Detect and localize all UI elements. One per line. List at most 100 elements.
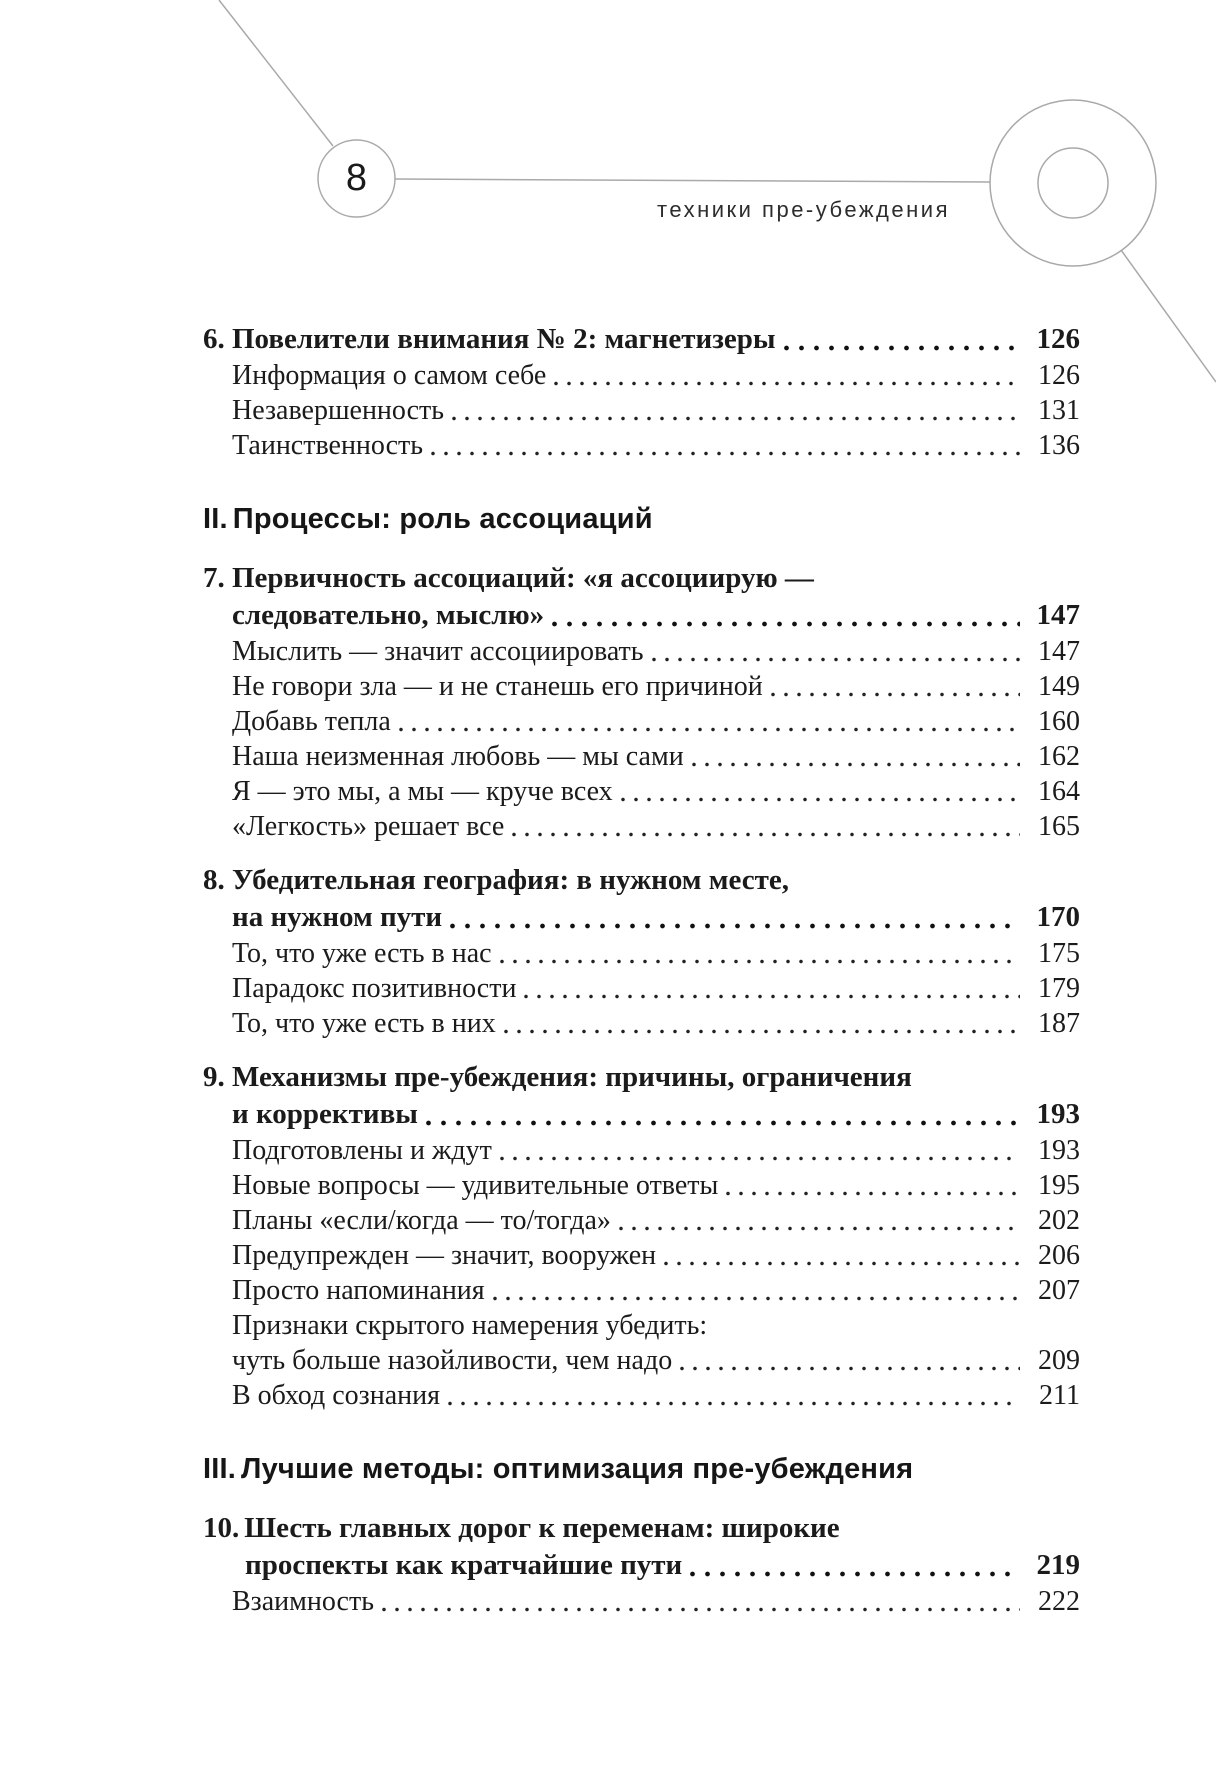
toc-entry: Таинственность 136 [203, 428, 1080, 463]
toc-page-ref: 149 [1038, 671, 1080, 702]
toc-entry-title: Мыслить — значит ассоциировать [232, 636, 644, 667]
toc-entry-title: То, что уже есть в них [232, 1008, 496, 1039]
toc-entry: 7. Первичность ассоциаций: «я ассоциирую … [203, 560, 1080, 597]
toc-page-ref: 164 [1038, 776, 1080, 807]
header-rule-line [394, 178, 991, 183]
toc-entry: Планы «если/когда — то/тогда» 202 [203, 1203, 1080, 1238]
toc-entry: «Легкость» решает все 165 [203, 809, 1080, 844]
toc: 6. Повелители внимания № 2: магнетизеры 12… [203, 303, 1080, 1619]
dot-leader [425, 1120, 1020, 1126]
toc-entry-title: Лучшие методы: оптимизация пре-убеждения [241, 1453, 914, 1485]
toc-entry-title: «Легкость» решает все [232, 811, 505, 842]
dot-leader [690, 1571, 1020, 1577]
toc-entry-title: Я — это мы, а мы — круче всех [232, 776, 613, 807]
toc-entry-number: 6. [203, 323, 225, 355]
toc-entry: Информация о самом себе 126 [203, 358, 1080, 393]
toc-page-ref: 195 [1038, 1170, 1080, 1201]
dot-leader [492, 1296, 1020, 1301]
ornament-outer-circle [989, 99, 1157, 267]
toc-page-ref: 219 [1036, 1549, 1081, 1581]
toc-entry: Я — это мы, а мы — круче всех 164 [203, 774, 1080, 809]
dot-leader [447, 1401, 1020, 1406]
toc-page-ref: 179 [1038, 973, 1080, 1004]
toc-entry: 9. Механизмы пре-убеждения: причины, огра… [203, 1059, 1080, 1096]
ornament-inner-circle [1037, 147, 1109, 219]
dot-leader [664, 1261, 1020, 1266]
toc-entry: 8. Убедительная география: в нужном месте… [203, 862, 1080, 899]
toc-entry: и коррективы 193 [203, 1096, 1080, 1133]
dot-leader [554, 381, 1020, 386]
toc-entry: проспекты как кратчайшие пути 219 [203, 1547, 1080, 1584]
toc-page-ref: 170 [1036, 901, 1081, 933]
toc-entry: Предупрежден — значит, вооружен 206 [203, 1238, 1080, 1273]
toc-page-ref: 131 [1038, 395, 1080, 426]
toc-entry-title: В обход сознания [232, 1380, 440, 1411]
toc-entry-title: Механизмы пре-убеждения: причины, ограни… [232, 1061, 912, 1093]
page-number-badge: 8 [318, 140, 395, 217]
toc-page-ref: 187 [1038, 1008, 1080, 1039]
toc-entry-number: II. [203, 503, 228, 535]
toc-entry: Признаки скрытого намерения убедить: [203, 1308, 1080, 1343]
page-number-circle [317, 139, 396, 218]
toc-entry-title: Признаки скрытого намерения убедить: [232, 1310, 708, 1341]
running-header: техники пре-убеждения [657, 197, 950, 222]
toc-entry-title: проспекты как кратчайшие пути [245, 1549, 683, 1581]
toc-entry-title: Таинственность [232, 430, 424, 461]
dot-leader [450, 923, 1020, 929]
toc-entry: 6. Повелители внимания № 2: магнетизеры 12… [203, 321, 1080, 358]
toc-entry: То, что уже есть в нас 175 [203, 936, 1080, 971]
toc-entry-title: Не говори зла — и не станешь его причино… [232, 671, 763, 702]
dot-leader [398, 727, 1020, 732]
page-number: 8 [345, 157, 368, 199]
toc-page-ref: 147 [1038, 636, 1080, 667]
toc-entry-title: Информация о самом себе [232, 360, 547, 391]
toc-entry-title: Незавершенность [232, 395, 445, 426]
toc-entry: Добавь тепла 160 [203, 704, 1080, 739]
dot-leader [524, 994, 1020, 999]
toc-entry-title: То, что уже есть в нас [232, 938, 492, 969]
toc-entry-title: Предупрежден — значит, вооружен [232, 1240, 657, 1271]
toc-entry-title: Шесть главных дорог к переменам: широкие [244, 1512, 840, 1544]
toc-entry-number: 8. [203, 864, 225, 896]
toc-page-ref: 126 [1038, 360, 1080, 391]
toc-entry: Взаимность 222 [203, 1584, 1080, 1619]
toc-page-ref: 136 [1038, 430, 1080, 461]
toc-entry-title: Подготовлены и ждут [232, 1135, 492, 1166]
dot-leader [431, 451, 1020, 456]
toc-section-heading: II. Процессы: роль ассоциаций [203, 496, 1080, 542]
dot-leader [452, 416, 1020, 421]
toc-entry: Подготовлены и ждут 193 [203, 1133, 1080, 1168]
toc-page-ref: 207 [1038, 1275, 1080, 1306]
dot-leader [691, 762, 1020, 767]
toc-page-ref: 209 [1038, 1345, 1080, 1376]
toc-page-ref: 165 [1038, 811, 1080, 842]
dot-leader [620, 797, 1020, 802]
toc-page-ref: 175 [1038, 938, 1080, 969]
toc-entry-title: Первичность ассоциаций: «я ассоциирую — [232, 562, 814, 594]
toc-entry: чуть больше назойливости, чем надо 209 [203, 1343, 1080, 1378]
toc-entry: В обход сознания 211 [203, 1378, 1080, 1413]
toc-entry-title: Парадокс позитивности [232, 973, 517, 1004]
toc-entry-title: Новые вопросы — удивительные ответы [232, 1170, 719, 1201]
dot-leader [770, 692, 1020, 697]
toc-entry-title: Просто напоминания [232, 1275, 485, 1306]
toc-entry-number: 7. [203, 562, 225, 594]
toc-entry: Наша неизменная любовь — мы сами 162 [203, 739, 1080, 774]
dot-leader [503, 1029, 1020, 1034]
toc-entry-title: следовательно, мыслю» [232, 599, 545, 631]
toc-page-ref: 162 [1038, 741, 1080, 772]
toc-entry: Новые вопросы — удивительные ответы 195 [203, 1168, 1080, 1203]
toc-entry: следовательно, мыслю» 147 [203, 597, 1080, 634]
dot-leader [783, 345, 1020, 351]
toc-page-ref: 193 [1036, 1098, 1081, 1130]
toc-entry: Просто напоминания 207 [203, 1273, 1080, 1308]
toc-page-ref: 211 [1039, 1380, 1080, 1411]
dot-leader [680, 1366, 1020, 1371]
toc-entry: Незавершенность 131 [203, 393, 1080, 428]
toc-entry-number: 10. [203, 1512, 240, 1544]
dot-leader [381, 1607, 1020, 1612]
toc-entry-title: Процессы: роль ассоциаций [232, 503, 653, 535]
toc-page-ref: 202 [1038, 1205, 1080, 1236]
dot-leader [512, 832, 1020, 837]
